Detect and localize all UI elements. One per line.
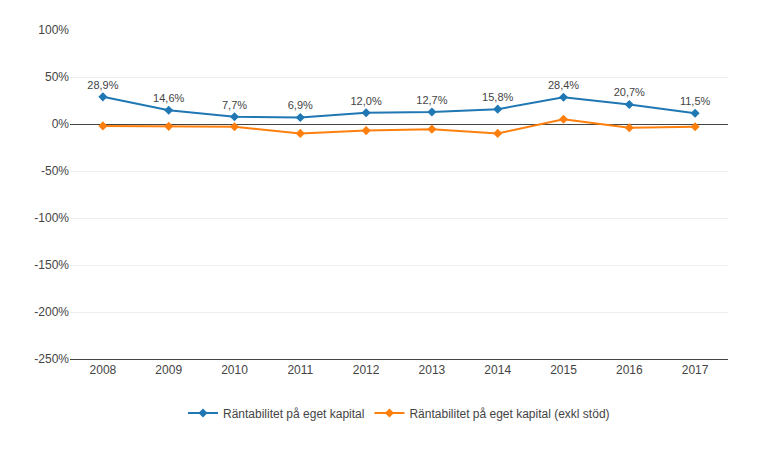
svg-text:15,8%: 15,8% [482,91,513,103]
svg-text:11,5%: 11,5% [680,95,711,107]
svg-text:100%: 100% [38,23,69,37]
svg-text:2015: 2015 [550,363,577,377]
svg-text:7,7%: 7,7% [222,99,247,111]
svg-text:2014: 2014 [484,363,511,377]
svg-text:28,4%: 28,4% [548,79,579,91]
svg-text:-200%: -200% [34,305,69,319]
svg-text:-50%: -50% [41,164,69,178]
svg-text:14,6%: 14,6% [153,92,184,104]
svg-text:2013: 2013 [419,363,446,377]
svg-text:2010: 2010 [221,363,248,377]
svg-text:2009: 2009 [155,363,182,377]
svg-text:2012: 2012 [353,363,380,377]
svg-text:12,7%: 12,7% [416,94,447,106]
svg-text:50%: 50% [45,70,69,84]
svg-text:28,9%: 28,9% [87,79,118,91]
svg-text:0%: 0% [52,117,70,131]
svg-text:-150%: -150% [34,258,69,272]
svg-text:Räntabilitet på eget kapital: Räntabilitet på eget kapital [223,407,364,421]
svg-text:2008: 2008 [90,363,117,377]
svg-text:12,0%: 12,0% [350,95,381,107]
svg-text:Räntabilitet på eget kapital (: Räntabilitet på eget kapital (exkl stöd) [409,407,609,421]
svg-text:6,9%: 6,9% [288,99,313,111]
svg-text:2011: 2011 [287,363,313,377]
svg-text:-250%: -250% [34,352,69,366]
svg-text:-100%: -100% [34,211,69,225]
svg-text:20,7%: 20,7% [614,86,645,98]
svg-text:2017: 2017 [682,363,709,377]
svg-text:2016: 2016 [616,363,643,377]
